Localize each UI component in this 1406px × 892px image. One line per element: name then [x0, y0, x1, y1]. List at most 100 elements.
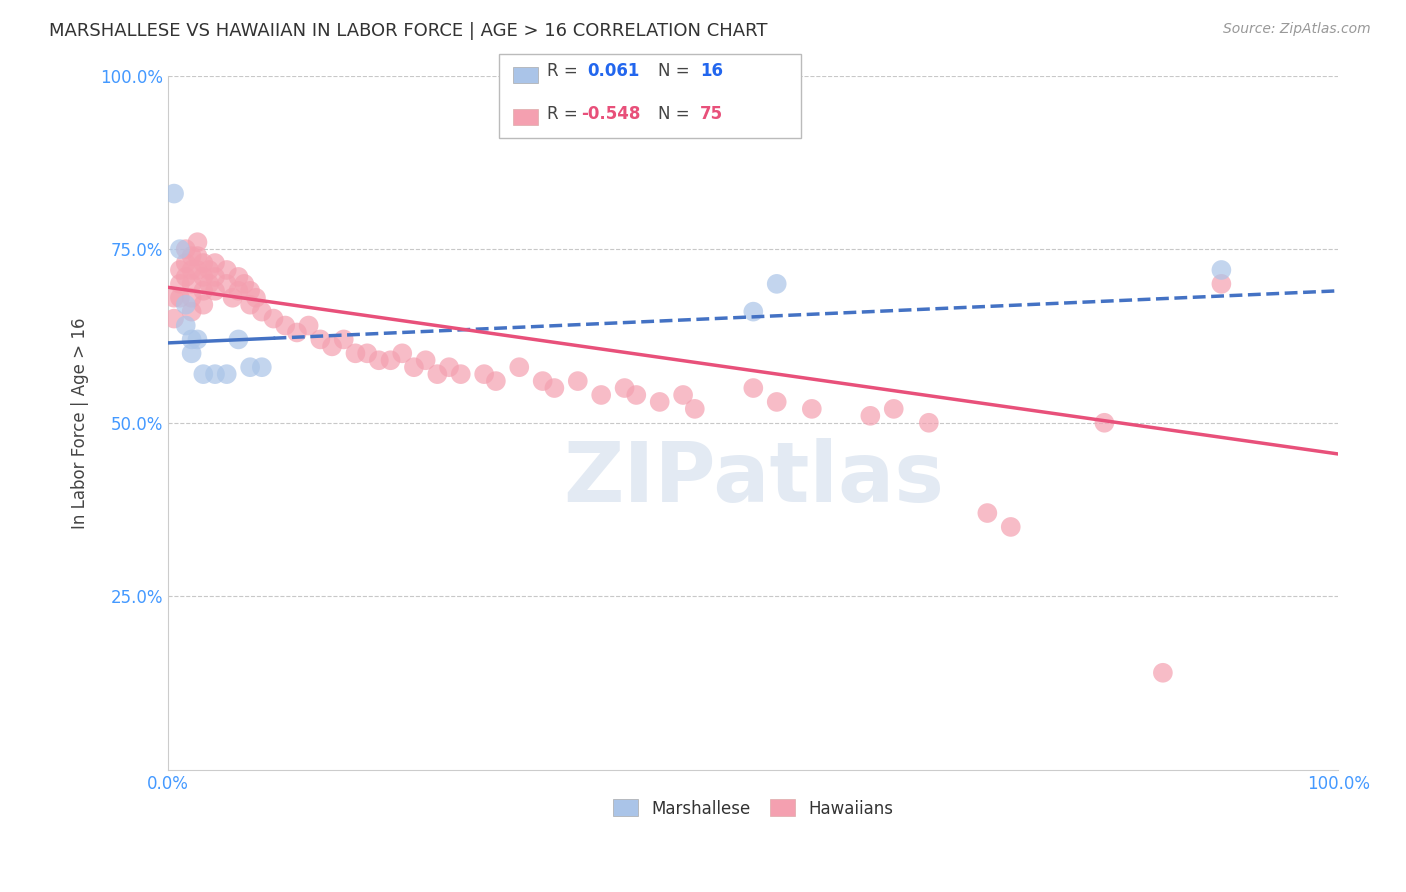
- Point: [508, 360, 530, 375]
- Point: [163, 186, 186, 201]
- Point: [239, 284, 262, 298]
- Point: [380, 353, 402, 368]
- Point: [215, 277, 238, 291]
- Point: [239, 360, 262, 375]
- Point: [174, 298, 197, 312]
- Point: [367, 353, 389, 368]
- Point: [215, 263, 238, 277]
- Point: [742, 304, 765, 318]
- Point: [543, 381, 565, 395]
- Point: [648, 395, 671, 409]
- Text: Source: ZipAtlas.com: Source: ZipAtlas.com: [1223, 22, 1371, 37]
- Point: [174, 256, 197, 270]
- Point: [321, 339, 343, 353]
- Point: [228, 333, 250, 347]
- Text: 16: 16: [700, 62, 723, 80]
- Point: [239, 298, 262, 312]
- Point: [800, 401, 823, 416]
- Point: [174, 318, 197, 333]
- Legend: Marshallese, Hawaiians: Marshallese, Hawaiians: [606, 793, 900, 824]
- Point: [245, 291, 267, 305]
- Text: N =: N =: [658, 104, 689, 123]
- Point: [180, 249, 202, 263]
- Point: [742, 381, 765, 395]
- Point: [285, 326, 308, 340]
- Point: [180, 333, 202, 347]
- Point: [472, 367, 495, 381]
- Point: [976, 506, 998, 520]
- Point: [672, 388, 695, 402]
- Point: [391, 346, 413, 360]
- Point: [485, 374, 508, 388]
- Point: [228, 269, 250, 284]
- Point: [765, 395, 787, 409]
- Point: [437, 360, 460, 375]
- Point: [163, 311, 186, 326]
- Point: [169, 291, 191, 305]
- Point: [683, 401, 706, 416]
- Point: [918, 416, 941, 430]
- Point: [186, 333, 208, 347]
- Point: [204, 256, 226, 270]
- Point: [169, 277, 191, 291]
- Point: [263, 311, 285, 326]
- Point: [1000, 520, 1022, 534]
- Point: [250, 360, 273, 375]
- Point: [180, 277, 202, 291]
- Text: -0.548: -0.548: [581, 104, 640, 123]
- Point: [402, 360, 425, 375]
- Point: [1092, 416, 1115, 430]
- Point: [204, 367, 226, 381]
- Point: [180, 291, 202, 305]
- Text: 0.061: 0.061: [588, 62, 640, 80]
- Point: [180, 304, 202, 318]
- Point: [309, 333, 332, 347]
- Point: [204, 284, 226, 298]
- Point: [193, 367, 215, 381]
- Point: [450, 367, 472, 381]
- Point: [169, 263, 191, 277]
- Point: [186, 249, 208, 263]
- Point: [613, 381, 636, 395]
- Point: [169, 242, 191, 256]
- Point: [174, 269, 197, 284]
- Point: [859, 409, 882, 423]
- Point: [180, 346, 202, 360]
- Point: [426, 367, 449, 381]
- Point: [298, 318, 321, 333]
- Point: [1211, 277, 1233, 291]
- Text: R =: R =: [547, 104, 578, 123]
- Point: [193, 269, 215, 284]
- Point: [198, 263, 221, 277]
- Text: R =: R =: [547, 62, 578, 80]
- Point: [193, 284, 215, 298]
- Y-axis label: In Labor Force | Age > 16: In Labor Force | Age > 16: [72, 317, 89, 528]
- Point: [204, 269, 226, 284]
- Text: N =: N =: [658, 62, 689, 80]
- Point: [531, 374, 554, 388]
- Point: [221, 291, 243, 305]
- Point: [186, 263, 208, 277]
- Point: [356, 346, 378, 360]
- Point: [193, 298, 215, 312]
- Point: [626, 388, 648, 402]
- Point: [1211, 263, 1233, 277]
- Point: [250, 304, 273, 318]
- Text: MARSHALLESE VS HAWAIIAN IN LABOR FORCE | AGE > 16 CORRELATION CHART: MARSHALLESE VS HAWAIIAN IN LABOR FORCE |…: [49, 22, 768, 40]
- Point: [174, 242, 197, 256]
- Point: [163, 291, 186, 305]
- Point: [274, 318, 297, 333]
- Point: [415, 353, 437, 368]
- Point: [228, 284, 250, 298]
- Point: [233, 277, 256, 291]
- Point: [1152, 665, 1174, 680]
- Text: ZIPatlas: ZIPatlas: [562, 438, 943, 519]
- Point: [567, 374, 589, 388]
- Point: [186, 235, 208, 250]
- Point: [180, 263, 202, 277]
- Point: [198, 277, 221, 291]
- Point: [332, 333, 354, 347]
- Text: 75: 75: [700, 104, 723, 123]
- Point: [591, 388, 613, 402]
- Point: [765, 277, 787, 291]
